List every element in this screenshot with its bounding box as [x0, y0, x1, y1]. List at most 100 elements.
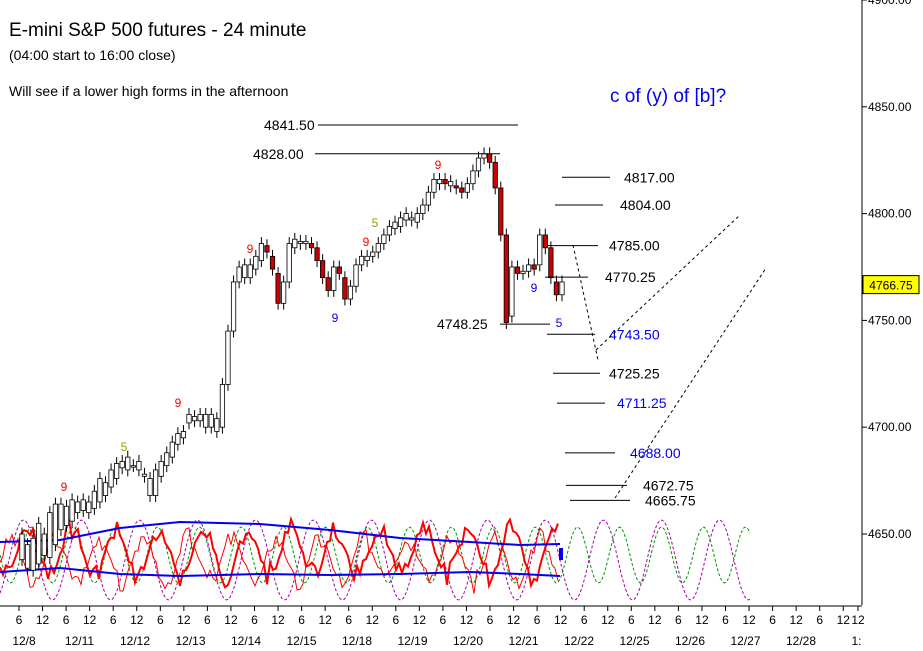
candle-body — [114, 463, 120, 479]
x-date-label: 12/19 — [397, 634, 427, 648]
x-hour-label: 6 — [675, 613, 682, 627]
candle-body — [431, 179, 437, 193]
y-tick-label: 4850.00 — [868, 100, 912, 114]
x-hour-label: 12 — [460, 613, 474, 627]
last-price-tag — [862, 275, 920, 295]
level-label: 4665.75 — [645, 492, 696, 508]
cycle-oscillator-purple — [0, 519, 751, 601]
candle-body — [286, 243, 292, 283]
candle-body — [442, 179, 448, 185]
x-hour-label: 6 — [722, 613, 729, 627]
candle-body — [19, 533, 25, 561]
x-hour-label: 6 — [581, 613, 588, 627]
candle-body — [191, 416, 198, 422]
x-hour-label: 6 — [204, 613, 211, 627]
x-hour-label: 6 — [487, 613, 494, 627]
candle-body — [514, 266, 521, 274]
x-date-label: 12/28 — [786, 634, 816, 648]
x-hour-label: 12 — [36, 613, 50, 627]
candle-body — [525, 264, 532, 272]
x-hour-label: 6 — [16, 613, 23, 627]
candle-body — [453, 185, 459, 189]
candle-body — [414, 213, 420, 223]
candle-body — [175, 433, 181, 445]
candle-body — [487, 153, 493, 163]
x-date-label: 12/18 — [342, 634, 372, 648]
band-end-marker — [559, 548, 563, 560]
candle-body — [353, 264, 359, 287]
fast-oscillator-line — [0, 527, 559, 594]
candle-body — [459, 187, 465, 193]
x-date-label: 12/11 — [65, 634, 94, 648]
candle-body — [403, 213, 409, 221]
candle-body — [47, 512, 53, 558]
x-hour-label: 12 — [742, 613, 756, 627]
candle-body — [375, 243, 381, 253]
level-label: 4725.25 — [609, 365, 660, 381]
candle-body — [364, 255, 370, 261]
x-hour-label: 12 — [837, 613, 851, 627]
candle-body — [97, 478, 103, 503]
x-hour-label: 6 — [628, 613, 635, 627]
x-hour-label: 6 — [769, 613, 776, 627]
x-hour-label: 6 — [110, 613, 117, 627]
x-date-label: 12/8 — [12, 634, 36, 648]
y-tick-label: 4650.00 — [868, 527, 912, 541]
count-label: 9 — [175, 396, 182, 410]
candle-body — [147, 478, 153, 496]
candle-body — [258, 243, 264, 261]
chart-subtitle: (04:00 start to 16:00 close) — [9, 47, 176, 63]
candle-body — [347, 285, 354, 300]
x-date-label: 12/22 — [564, 634, 594, 648]
candle-body — [470, 170, 476, 185]
candle-body — [358, 255, 365, 266]
candle-body — [342, 277, 348, 300]
candle-body — [36, 522, 42, 565]
level-label: 4748.25 — [437, 316, 488, 332]
candle-body — [559, 281, 565, 296]
candle-body — [392, 221, 398, 229]
candle-body — [197, 413, 203, 422]
x-hour-label: 12 — [648, 613, 662, 627]
count-label: 9 — [247, 242, 254, 256]
lower-band-line — [0, 566, 561, 578]
candle-body — [320, 260, 326, 279]
x-hour-label: 12 — [789, 613, 803, 627]
count-label: 5 — [556, 316, 563, 330]
candle-body — [169, 441, 175, 458]
x-hour-label: 12 — [366, 613, 380, 627]
x-date-label: 12/13 — [175, 634, 205, 648]
oscillator-panel — [0, 515, 751, 601]
level-label: 4688.00 — [630, 445, 681, 461]
candle-body — [381, 234, 387, 244]
candle-body — [41, 533, 47, 556]
candle-body — [448, 181, 454, 187]
wave-label: c of (y) of [b]? — [610, 86, 727, 107]
candle-body — [203, 413, 209, 428]
projection-line — [614, 267, 767, 499]
chart-note: Will see if a lower high forms in the af… — [9, 83, 289, 99]
candle-body — [225, 330, 231, 385]
candle-body — [464, 183, 470, 193]
level-label: 4770.25 — [605, 269, 656, 285]
candle-body — [331, 266, 337, 291]
candlestick-series — [19, 147, 565, 577]
candle-body — [420, 204, 426, 214]
candle-body — [236, 266, 242, 283]
price-levels: 4841.50 4828.00 4817.00 4804.00 4785.00 4770.… — [253, 117, 696, 508]
x-hour-label: 6 — [345, 613, 352, 627]
candle-body — [520, 270, 526, 274]
x-hour-label: 6 — [251, 613, 258, 627]
candle-body — [136, 460, 142, 471]
count-label: 9 — [435, 158, 442, 172]
cycle-oscillator-green — [0, 526, 751, 584]
candle-body — [281, 281, 287, 304]
y-tick-label: 4700.00 — [868, 420, 912, 434]
x-hour-label: 6 — [63, 613, 70, 627]
x-hour-label: 6 — [392, 613, 399, 627]
x-hour-label: 12 — [695, 613, 709, 627]
candle-body — [548, 247, 554, 279]
x-date-label: 12/20 — [453, 634, 483, 648]
candle-body — [242, 264, 248, 279]
x-date-label: 12/21 — [508, 634, 538, 648]
